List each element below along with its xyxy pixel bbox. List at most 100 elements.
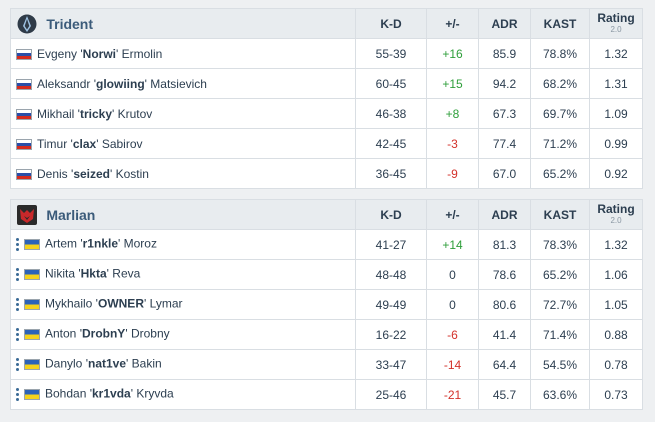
rating-value: 0.78 [589,349,643,380]
rating-value: 0.88 [589,319,643,350]
drag-handle-icon[interactable] [16,326,19,343]
ukraine-flag-icon [24,299,40,310]
player-row: Aleksandr 'glowiing' Matsievich 60-45 +1… [10,68,643,99]
russia-flag-icon [16,108,32,120]
russia-flag-icon [16,138,32,150]
kast-value: 68.2% [530,68,590,99]
player-cell[interactable]: Evgeny 'Norwi' Ermolin [10,38,356,69]
rating-header-label: Rating [597,201,635,216]
adr-value: 41.4 [478,319,531,350]
adr-value: 81.3 [478,229,531,260]
kast-value: 63.6% [530,379,590,410]
kast-header: KAST [530,8,590,39]
player-nick-link[interactable]: seized [73,166,110,181]
player-nick-link[interactable]: OWNER [97,296,144,311]
player-row: Denis 'seized' Kostin 36-45 -9 67.0 65.2… [10,158,643,189]
player-cell[interactable]: Timur 'clax' Sabirov [10,128,356,159]
kd-value: 16-22 [355,319,427,350]
player-nick-link[interactable]: nat1ve [87,356,127,371]
kast-value: 54.5% [530,349,590,380]
player-first-name: Artem ' [45,236,83,251]
player-first-name: Nikita ' [45,266,81,281]
plus-minus-value: +14 [426,229,479,260]
player-cell[interactable]: Denis 'seized' Kostin [10,158,356,189]
plus-minus-value: +16 [426,38,479,69]
team-header[interactable]: Trident [10,8,356,39]
kd-value: 60-45 [355,68,427,99]
kast-header: KAST [530,199,590,230]
player-nick-link[interactable]: Norwi [82,46,116,61]
russia-flag-icon [16,78,32,90]
drag-handle-icon[interactable] [16,236,19,253]
player-cell[interactable]: Nikita 'Hkta' Reva [10,259,356,290]
player-nick-link[interactable]: clax [72,136,97,151]
kast-value: 65.2% [530,259,590,290]
player-last-name: ' Drobny [125,326,170,341]
player-last-name: ' Bakin [126,356,162,371]
player-first-name: Bohdan ' [45,386,92,401]
rating-value: 0.92 [589,158,643,189]
player-cell[interactable]: Aleksandr 'glowiing' Matsievich [10,68,356,99]
kd-value: 48-48 [355,259,427,290]
team-header-row: Marlian K-D +/- ADR KAST Rating 2.0 [10,199,643,230]
player-cell[interactable]: Anton 'DrobnY' Drobny [10,319,356,350]
rating-value: 1.05 [589,289,643,320]
team-header[interactable]: Marlian [10,199,356,230]
player-last-name: ' Sabirov [96,136,143,151]
player-nick-link[interactable]: r1nkle [82,236,118,251]
ukraine-flag-icon [24,239,40,250]
drag-handle-icon[interactable] [16,356,19,373]
plus-minus-value: +8 [426,98,479,129]
kd-value: 41-27 [355,229,427,260]
rating-value: 1.31 [589,68,643,99]
player-row: Bohdan 'kr1vda' Kryvda 25-46 -21 45.7 63… [10,379,643,410]
player-first-name: Evgeny ' [37,46,83,61]
adr-value: 80.6 [478,289,531,320]
team-table-marlian: Marlian K-D +/- ADR KAST Rating 2.0 Arte… [10,199,643,410]
player-cell[interactable]: Danylo 'nat1ve' Bakin [10,349,356,380]
plus-minus-value: -6 [426,319,479,350]
kast-value: 72.7% [530,289,590,320]
player-row: Nikita 'Hkta' Reva 48-48 0 78.6 65.2% 1.… [10,259,643,290]
team-name: Marlian [46,206,96,223]
kd-value: 25-46 [355,379,427,410]
player-row: Artem 'r1nkle' Moroz 41-27 +14 81.3 78.3… [10,229,643,260]
player-nick-link[interactable]: glowiing [96,76,145,91]
drag-handle-icon[interactable] [16,296,19,313]
player-cell[interactable]: Mykhailo 'OWNER' Lymar [10,289,356,320]
kd-header: K-D [355,8,427,39]
player-cell[interactable]: Artem 'r1nkle' Moroz [10,229,356,260]
player-nick-link[interactable]: DrobnY [81,326,126,341]
player-cell[interactable]: Bohdan 'kr1vda' Kryvda [10,379,356,410]
player-first-name: Timur ' [37,136,73,151]
plus-minus-value: -21 [426,379,479,410]
rating-header: Rating 2.0 [589,199,643,230]
drag-handle-icon[interactable] [16,266,19,283]
player-row: Mikhail 'tricky' Krutov 46-38 +8 67.3 69… [10,98,643,129]
plus-minus-value: +15 [426,68,479,99]
rating-value: 1.32 [589,38,643,69]
ukraine-flag-icon [24,329,40,340]
adr-value: 78.6 [478,259,531,290]
player-last-name: ' Reva [106,266,141,281]
player-nick-link[interactable]: tricky [79,106,112,121]
rating-version: 2.0 [610,215,622,225]
plus-minus-value: -3 [426,128,479,159]
kast-value: 71.2% [530,128,590,159]
adr-value: 64.4 [478,349,531,380]
team-header-row: Trident K-D +/- ADR KAST Rating 2.0 [10,8,643,39]
kd-value: 42-45 [355,128,427,159]
kast-value: 65.2% [530,158,590,189]
russia-flag-icon [16,168,32,180]
adr-value: 67.0 [478,158,531,189]
player-cell[interactable]: Mikhail 'tricky' Krutov [10,98,356,129]
ukraine-flag-icon [24,389,40,400]
player-nick-link[interactable]: kr1vda [92,386,131,401]
player-first-name: Aleksandr ' [37,76,96,91]
player-nick-link[interactable]: Hkta [80,266,107,281]
drag-handle-icon[interactable] [16,386,19,403]
player-first-name: Danylo ' [45,356,88,371]
kast-value: 71.4% [530,319,590,350]
trident-logo-icon [17,14,37,33]
